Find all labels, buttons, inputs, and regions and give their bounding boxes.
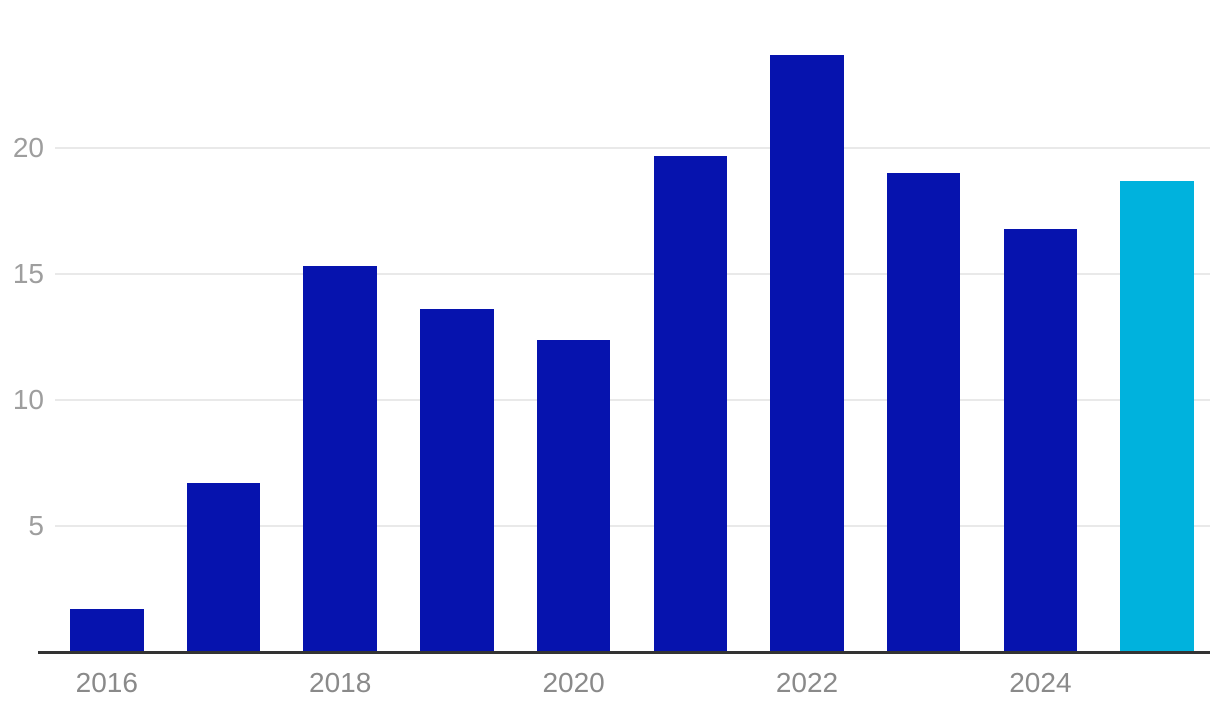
gridline-15 xyxy=(55,273,1210,275)
bar-2021[interactable] xyxy=(653,155,728,652)
gridline-10 xyxy=(55,399,1210,401)
gridline-20 xyxy=(55,147,1210,149)
bar-2025[interactable] xyxy=(1120,180,1194,652)
y-axis-tick-label-5: 5 xyxy=(28,510,44,541)
bar-2016[interactable] xyxy=(70,609,144,652)
x-axis-tick-label-2016: 2016 xyxy=(75,667,138,698)
bar-2022[interactable] xyxy=(770,54,844,652)
x-axis-tick-label-2020: 2020 xyxy=(542,667,605,698)
x-axis-tick-label-2022: 2022 xyxy=(775,667,839,698)
bar-2020[interactable] xyxy=(536,339,611,652)
bar-2023[interactable] xyxy=(886,173,961,652)
y-axis-tick-label-15: 15 xyxy=(12,258,44,289)
x-axis-tick-label-2018: 2018 xyxy=(309,667,372,698)
gridline-5 xyxy=(55,525,1210,527)
bar-2018[interactable] xyxy=(303,266,377,652)
bar-2017[interactable] xyxy=(186,483,261,652)
y-axis-tick-label-10: 10 xyxy=(12,384,44,415)
x-axis-tick-label-2024: 2024 xyxy=(1009,667,1072,698)
bar-2024[interactable] xyxy=(1003,228,1078,652)
x-axis-line xyxy=(38,651,1210,654)
bar-2019[interactable] xyxy=(420,309,494,652)
y-axis-tick-label-20: 20 xyxy=(12,132,44,163)
